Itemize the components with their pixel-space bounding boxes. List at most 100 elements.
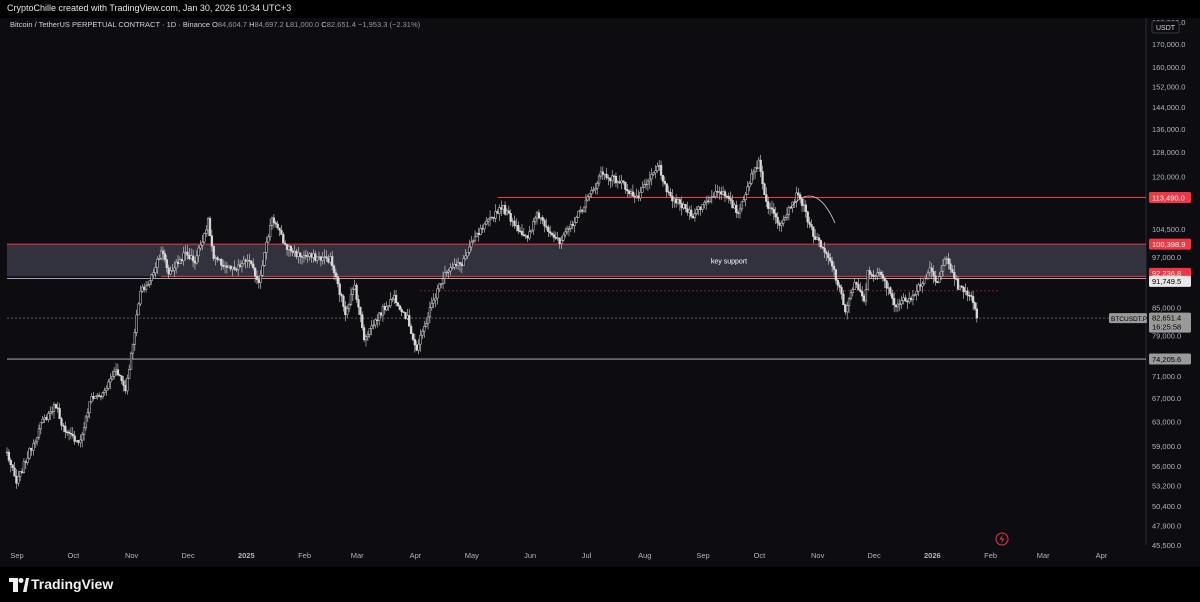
candle-body — [235, 269, 238, 271]
candle-body — [765, 194, 768, 202]
candle-body — [20, 471, 24, 473]
candle-body — [244, 259, 247, 262]
candle-body — [834, 269, 838, 281]
candle-body — [205, 229, 208, 234]
candle-body — [471, 240, 475, 243]
candle-body — [349, 294, 353, 305]
candle-body — [648, 178, 651, 182]
candle-body — [483, 223, 486, 230]
candle-body — [851, 289, 854, 293]
candle-body — [62, 425, 65, 427]
candle-body — [297, 252, 300, 257]
candle-body — [592, 189, 595, 191]
candle-body — [28, 448, 31, 459]
candle-body — [39, 422, 42, 430]
candle-body — [481, 228, 484, 230]
candle-body — [387, 305, 390, 308]
y-tick-label: 45,500.0 — [1152, 541, 1181, 550]
candle-body — [853, 282, 856, 290]
candle-body — [250, 260, 253, 265]
candle-body — [838, 284, 841, 288]
candle-body — [159, 250, 163, 259]
candle-body — [970, 295, 973, 297]
candle-body — [325, 256, 328, 259]
candle-body — [767, 201, 770, 209]
candle-body — [111, 376, 114, 380]
candle-body — [274, 222, 277, 225]
last-price-label: 82,651.4 — [1152, 314, 1181, 323]
candle-body — [79, 439, 82, 443]
candle-body — [458, 262, 462, 265]
y-tick-label: 85,000.0 — [1152, 303, 1181, 312]
candle-body — [304, 254, 307, 257]
candlestick-chart[interactable]: key support180,000.0170,000.0160,000.015… — [0, 18, 1200, 567]
candle-body — [949, 263, 952, 270]
legend-part: C — [321, 20, 327, 29]
candle-body — [780, 222, 783, 226]
candle-body — [26, 457, 29, 463]
currency-badge — [1151, 20, 1180, 34]
candle-body — [34, 441, 37, 445]
candle-body — [393, 294, 396, 300]
candle-body — [302, 254, 306, 258]
candle-body — [768, 207, 772, 209]
candle-body — [64, 426, 67, 433]
candle-body — [253, 267, 257, 277]
candle-body — [505, 210, 509, 215]
candle-body — [167, 267, 170, 275]
level-tag-label: 74,205.6 — [1152, 355, 1181, 364]
candle-body — [152, 272, 155, 276]
candle-body — [708, 197, 712, 203]
x-tick-label: Feb — [298, 551, 311, 560]
candle-body — [342, 295, 345, 307]
candle-body — [462, 258, 465, 266]
candle-body — [432, 299, 435, 304]
candle-body — [680, 203, 683, 209]
candle-body — [881, 274, 885, 279]
candle-body — [69, 433, 73, 435]
candle-body — [477, 232, 480, 235]
candle-body — [71, 433, 74, 436]
footer: TradingView — [0, 567, 1200, 602]
candle-body — [137, 303, 140, 316]
credit-bar: CryptoChille created with TradingView.co… — [0, 0, 1200, 18]
candle-body — [455, 264, 458, 266]
candle-body — [109, 378, 112, 383]
candle-body — [941, 265, 945, 272]
candle-body — [877, 271, 881, 274]
candle-body — [503, 205, 507, 215]
candle-body — [306, 255, 309, 258]
candle-body — [932, 271, 935, 277]
candle-body — [267, 236, 270, 243]
tradingview-logo[interactable]: TradingView — [9, 576, 199, 594]
y-tick-label: 104,500.0 — [1152, 225, 1185, 234]
candle-body — [580, 209, 584, 212]
candle-body — [930, 267, 933, 272]
candle-body — [611, 175, 614, 182]
candle-body — [223, 265, 227, 267]
candle-body — [430, 302, 433, 308]
candle-body — [731, 200, 734, 209]
level-tag-resistance — [1149, 192, 1191, 204]
candle-body — [626, 189, 629, 192]
candle-body — [902, 297, 905, 301]
candle-body — [973, 302, 977, 310]
candle-body — [528, 231, 531, 239]
candle-body — [603, 173, 606, 176]
candle-body — [891, 293, 894, 299]
candle-body — [842, 293, 845, 306]
ticker-label: BTCUSDT.P — [1111, 316, 1147, 323]
chart-area[interactable]: key support180,000.0170,000.0160,000.015… — [0, 18, 1200, 567]
countdown-label: 16:25:58 — [1152, 323, 1181, 332]
candle-body — [308, 253, 311, 257]
candle-body — [641, 187, 644, 193]
candle-body — [951, 269, 954, 273]
candle-body — [658, 165, 661, 167]
y-tick-label: 53,200.0 — [1152, 482, 1181, 491]
candle-body — [627, 190, 631, 194]
candle-body — [753, 167, 757, 173]
candle-body — [464, 255, 467, 259]
candle-body — [428, 307, 432, 318]
candle-body — [195, 255, 198, 264]
candle-body — [374, 319, 377, 326]
